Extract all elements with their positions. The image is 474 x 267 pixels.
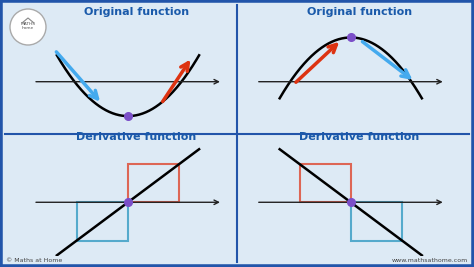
- Text: © Maths at Home: © Maths at Home: [6, 258, 62, 263]
- Circle shape: [10, 9, 46, 45]
- Text: Original function: Original function: [307, 7, 411, 17]
- Text: www.mathsathome.com: www.mathsathome.com: [392, 258, 468, 263]
- Text: Derivative function: Derivative function: [76, 132, 196, 142]
- Text: Original function: Original function: [84, 7, 189, 17]
- Bar: [351, 202, 402, 241]
- Bar: [300, 164, 351, 202]
- Text: Derivative function: Derivative function: [299, 132, 419, 142]
- Bar: [77, 202, 128, 241]
- Bar: [128, 164, 179, 202]
- Text: MATHS
home: MATHS home: [20, 22, 36, 30]
